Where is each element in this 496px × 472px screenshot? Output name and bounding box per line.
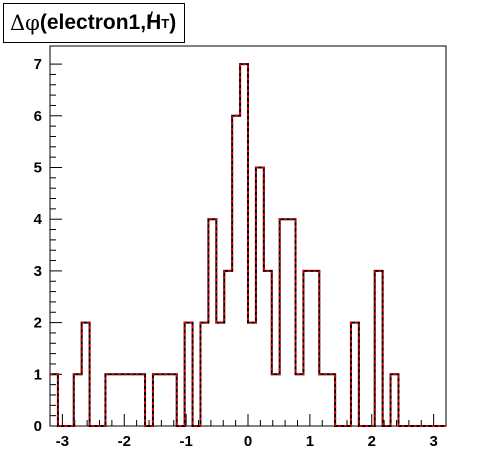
- title-missing-ht: H /: [146, 9, 162, 35]
- x-tick-label: -1: [179, 433, 192, 450]
- title-close: ): [169, 11, 177, 34]
- x-tick-label: -2: [118, 433, 131, 450]
- x-tick-label: 0: [244, 433, 252, 450]
- x-tick-label: 1: [306, 433, 314, 450]
- x-tick-label: -3: [56, 433, 69, 450]
- title-ht-slash: /: [147, 9, 153, 32]
- y-axis: 0 1 2 3 4 5 6 7: [34, 56, 62, 435]
- y-tick-label: 0: [34, 418, 42, 435]
- y-tick-label: 2: [34, 315, 42, 332]
- title-ht-subscript: T: [161, 15, 170, 31]
- histogram-line-dashed: [50, 63, 446, 427]
- x-tick-label: 2: [368, 433, 376, 450]
- y-tick-label: 6: [34, 108, 42, 125]
- y-tick-label: 5: [34, 159, 42, 176]
- x-tick-label: 3: [429, 433, 437, 450]
- title-main: (electron1,: [39, 11, 147, 34]
- chart-title: Δφ (electron1, H / T ): [3, 3, 186, 43]
- y-tick-label: 4: [34, 211, 43, 228]
- y-tick-label: 7: [34, 56, 42, 73]
- title-ht-letter: H: [146, 11, 162, 34]
- histogram-series: [50, 63, 446, 427]
- title-delta-phi: Δφ: [10, 11, 40, 35]
- y-tick-label: 3: [34, 263, 42, 280]
- y-tick-label: 1: [34, 366, 42, 383]
